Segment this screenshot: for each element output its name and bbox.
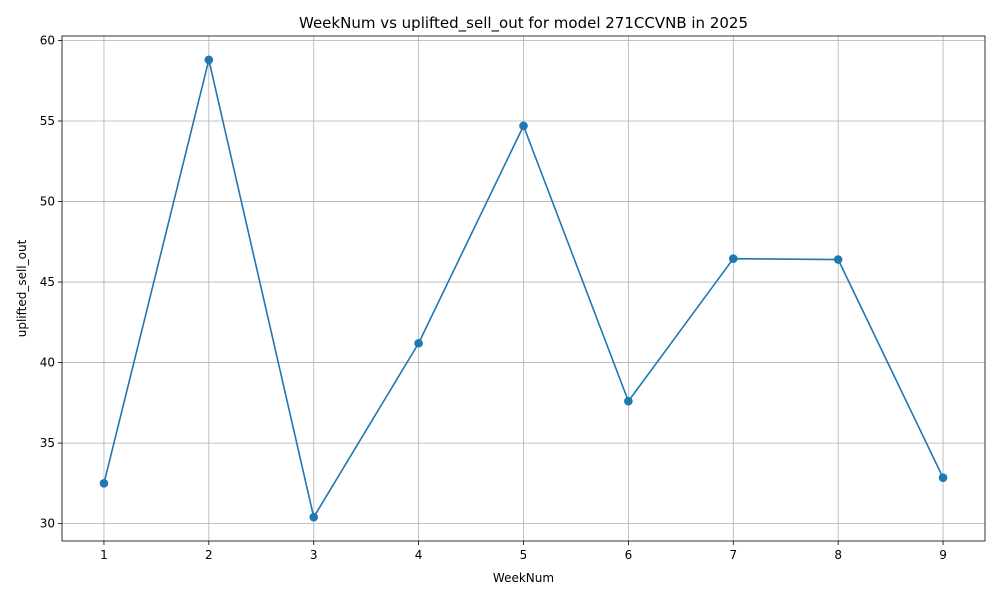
y-tick-label: 30 [40,517,55,531]
y-axis-label: uplifted_sell_out [15,239,29,337]
data-point [99,479,109,488]
x-tick-label: 1 [100,548,108,562]
x-tick-label: 2 [205,548,213,562]
data-point [309,512,319,522]
x-tick-label: 7 [729,548,737,562]
data-point [519,121,528,131]
data-point [728,254,738,264]
y-tick-label: 45 [40,275,55,289]
data-point [624,396,633,406]
data-markers [99,55,948,522]
x-tick-label: 6 [625,548,633,562]
data-point [414,338,423,348]
data-point [204,55,214,65]
x-axis-label: WeekNum [493,571,554,585]
y-tick-label: 35 [40,436,55,450]
data-point [938,473,948,483]
x-tick-label: 9 [939,548,947,562]
x-tick-label: 3 [310,548,318,562]
x-tick-label: 4 [415,548,423,562]
grid-lines [62,36,985,541]
data-point [833,255,843,264]
x-tick-label: 5 [520,548,528,562]
y-tick-label: 40 [40,356,55,370]
y-tick-label: 55 [40,114,55,128]
y-tick-label: 50 [40,195,55,209]
y-tick-label: 60 [40,34,55,48]
chart-title: WeekNum vs uplifted_sell_out for model 2… [299,14,748,33]
x-tick-label: 8 [834,548,842,562]
